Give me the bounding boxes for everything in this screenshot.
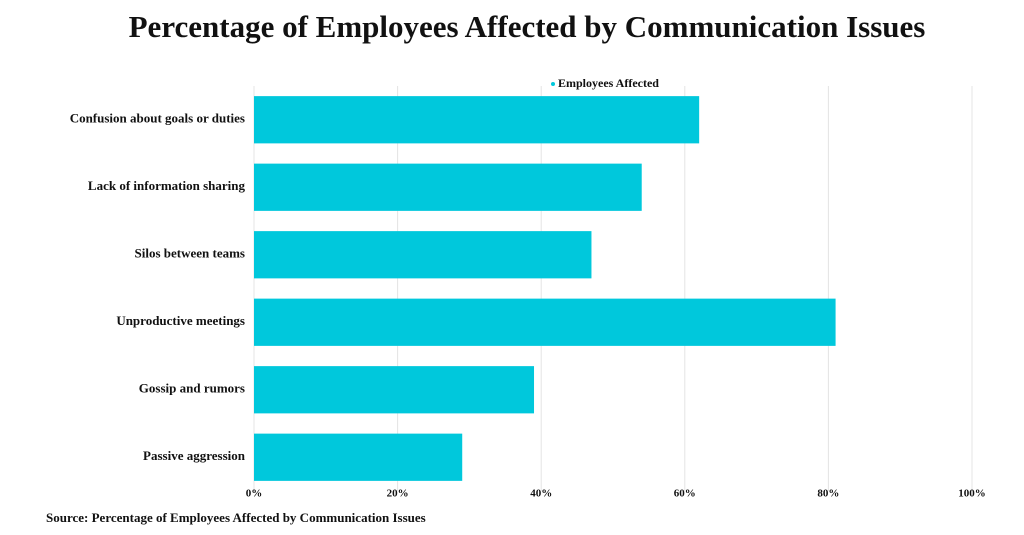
bar <box>254 163 642 211</box>
x-tick-label: 20% <box>387 488 409 500</box>
x-tick-label: 100% <box>958 488 986 500</box>
source-note: Source: Percentage of Employees Affected… <box>46 510 426 525</box>
y-tick-label: Confusion about goals or duties <box>70 111 245 126</box>
y-tick-label: Silos between teams <box>135 246 246 261</box>
x-tick-label: 0% <box>246 488 263 500</box>
x-tick-label: 80% <box>817 488 839 500</box>
bar <box>254 366 535 414</box>
y-tick-label: Passive aggression <box>143 448 246 463</box>
y-tick-label: Lack of information sharing <box>88 178 246 193</box>
bar <box>254 231 592 279</box>
x-tick-label: 40% <box>530 488 552 500</box>
y-tick-label: Gossip and rumors <box>139 381 245 396</box>
bar <box>254 96 700 144</box>
y-tick-label: Unproductive meetings <box>116 313 245 328</box>
bar <box>254 298 836 346</box>
legend-marker <box>551 82 555 86</box>
legend-label: Employees Affected <box>558 76 659 90</box>
bar <box>254 433 463 481</box>
x-tick-label: 60% <box>674 488 696 500</box>
chart-title: Percentage of Employees Affected by Comm… <box>129 9 926 44</box>
